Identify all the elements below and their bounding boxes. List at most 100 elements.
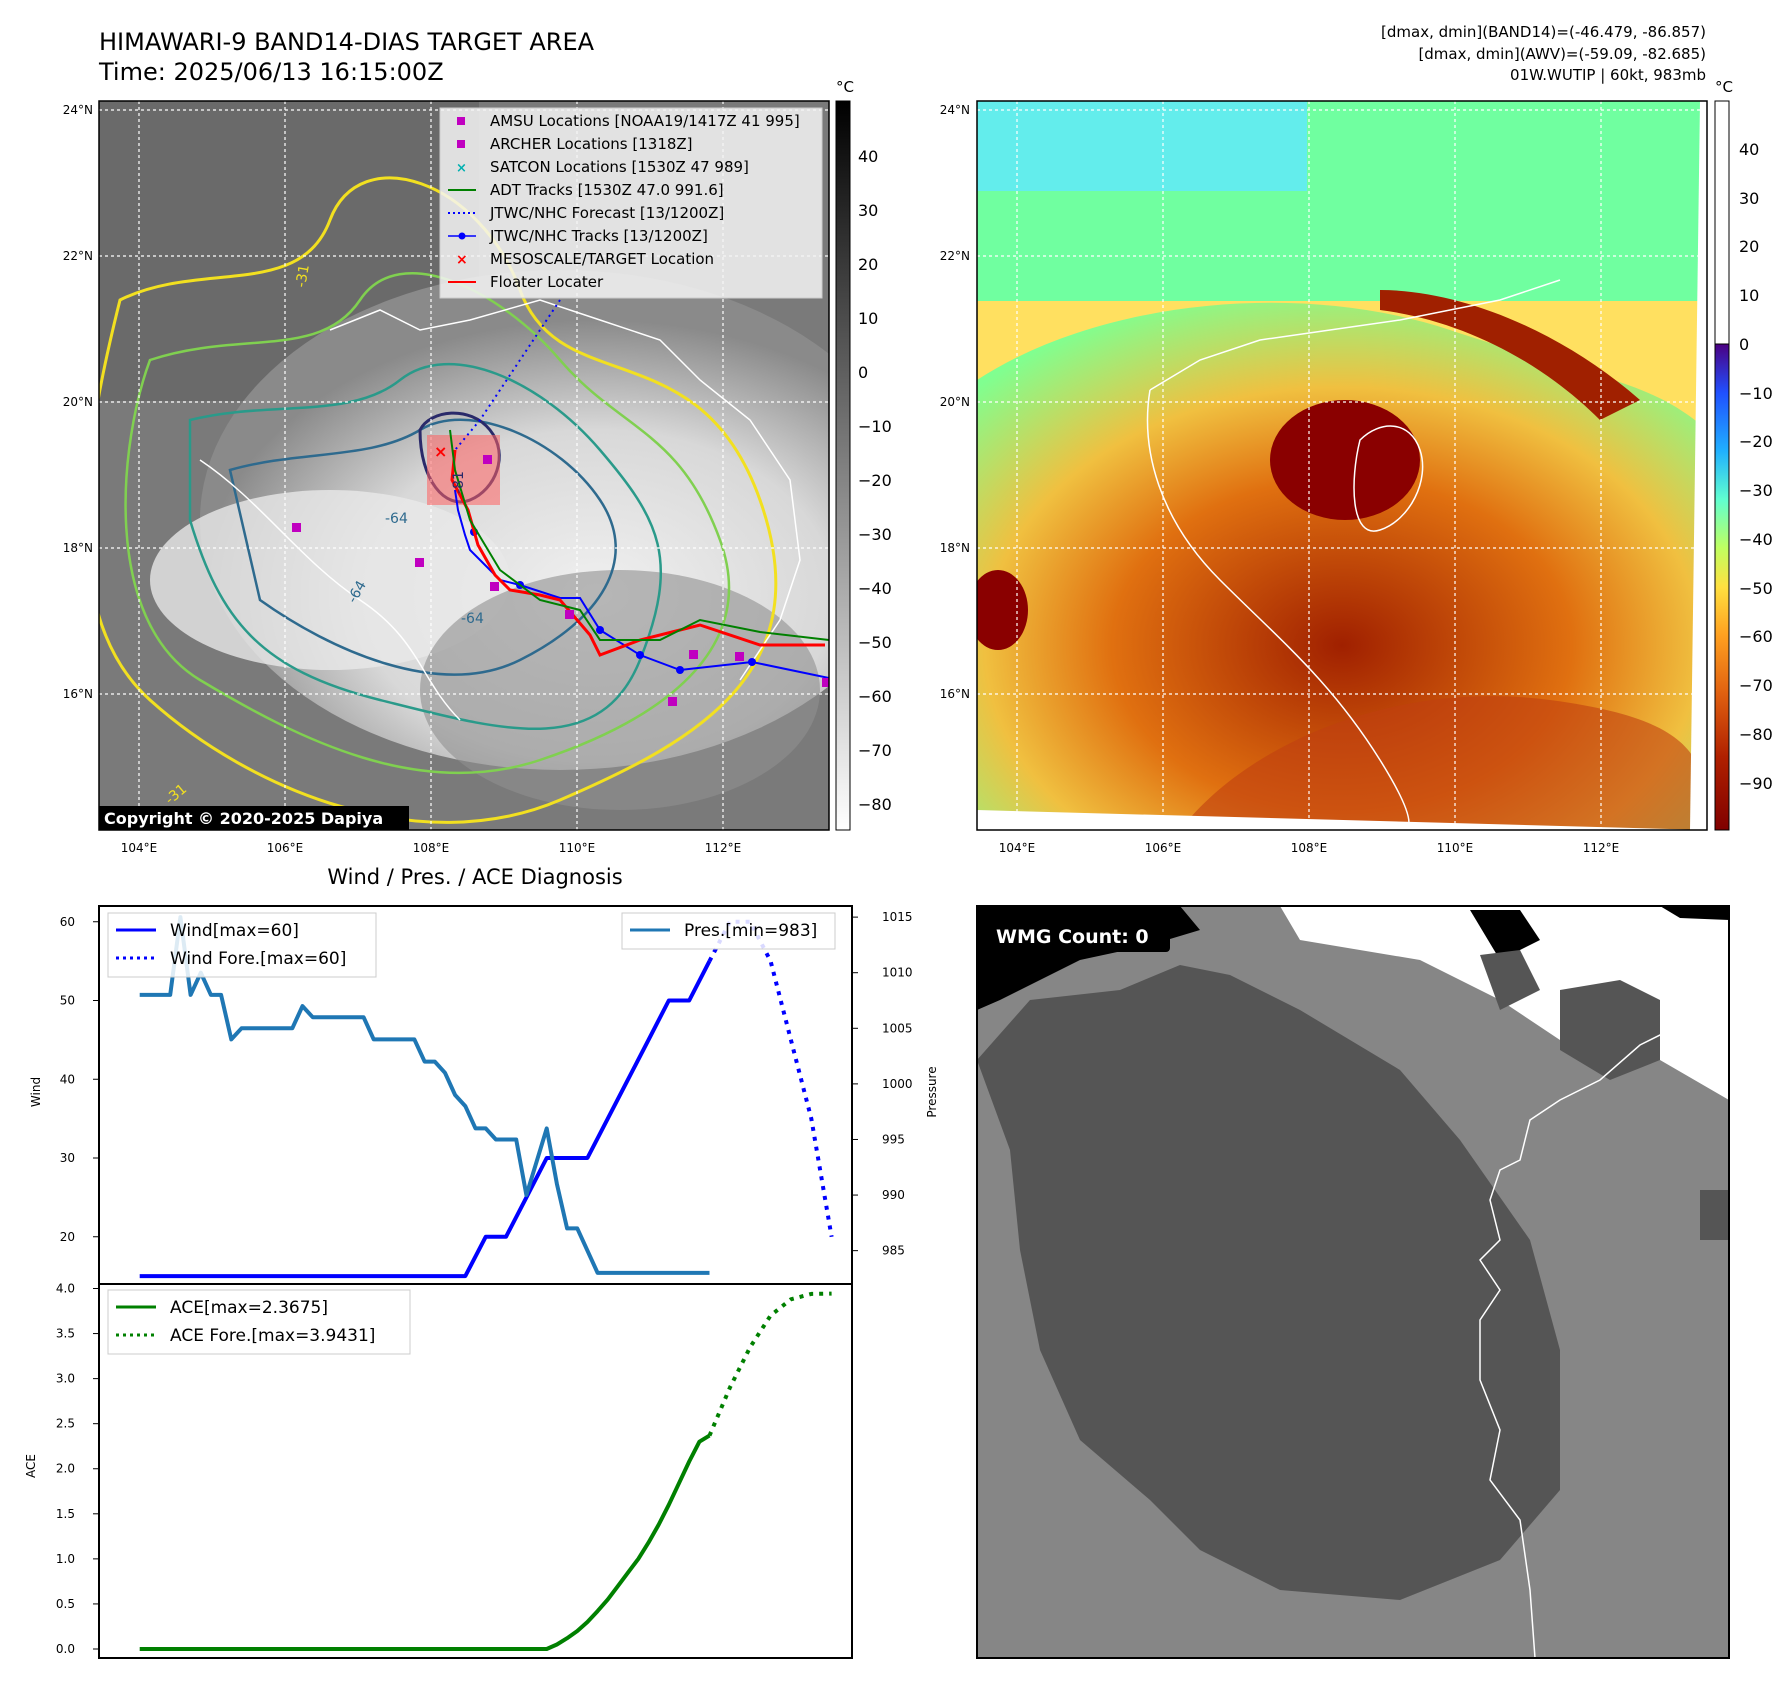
wind-legend: Wind[max=60] Wind Fore.[max=60]: [107, 912, 377, 978]
ace-tick-label: 3.5: [56, 1327, 75, 1341]
awv-lat-ticks: 24°N 22°N 20°N 18°N 16°N: [940, 103, 970, 701]
jtwc-forecast-track: [454, 299, 561, 451]
svg-text:40: 40: [1739, 140, 1759, 159]
svg-text:110°E: 110°E: [1437, 841, 1474, 855]
svg-text:20°N: 20°N: [940, 395, 970, 409]
pressure-tick-label: 985: [882, 1244, 905, 1258]
svg-text:−40: −40: [1739, 530, 1773, 549]
svg-text:×: ×: [456, 161, 467, 176]
legend-ace: ACE[max=2.3675]: [170, 1298, 328, 1318]
pressure-axis-label: Pressure: [925, 1066, 939, 1117]
svg-text:−70: −70: [858, 741, 892, 760]
svg-text:−40: −40: [858, 579, 892, 598]
pressure-tick-label: 990: [882, 1188, 905, 1202]
legend-satcon: SATCON Locations [1530Z 47 989]: [490, 158, 749, 176]
diagnosis-title: Wind / Pres. / ACE Diagnosis: [327, 865, 622, 889]
legend-archer: ARCHER Locations [1318Z]: [490, 135, 693, 153]
legend-jtwc-tracks: JTWC/NHC Tracks [13/1200Z]: [489, 227, 708, 245]
legend-ace-fore: ACE Fore.[max=3.9431]: [170, 1326, 375, 1346]
svg-text:108°E: 108°E: [1291, 841, 1328, 855]
svg-text:−60: −60: [858, 687, 892, 706]
ace-plot-frame: [98, 1283, 853, 1659]
svg-text:22°N: 22°N: [940, 249, 970, 263]
wind-tick-label: 30: [60, 1151, 75, 1165]
pressure-legend: Pres.[min=983]: [621, 912, 836, 950]
svg-text:40: 40: [858, 147, 878, 166]
series-line-wind-forecast: [707, 919, 834, 1238]
wind-tick-label: 40: [60, 1072, 75, 1086]
svg-text:104°E: 104°E: [999, 841, 1036, 855]
legend-amsu: AMSU Locations [NOAA19/1417Z 41 995]: [490, 112, 800, 130]
svg-text:106°E: 106°E: [267, 841, 304, 855]
band14-range-text: [dmax, dmin](BAND14)=(-46.479, -86.857): [1381, 23, 1706, 41]
storm-info-text: 01W.WUTIP | 60kt, 983mb: [1510, 66, 1706, 84]
contour-label: -64: [461, 611, 484, 627]
svg-text:−10: −10: [858, 417, 892, 436]
pressure-tick-label: 1005: [882, 1021, 913, 1035]
svg-text:−30: −30: [858, 525, 892, 544]
svg-text:−20: −20: [858, 471, 892, 490]
svg-text:16°N: 16°N: [63, 687, 93, 701]
series-line-ace: [139, 1433, 711, 1651]
svg-text:−10: −10: [1739, 384, 1773, 403]
wmg-panel: [977, 906, 1729, 1658]
adt-track: [449, 429, 829, 641]
figure-title: HIMAWARI-9 BAND14-DIAS TARGET AREA: [99, 28, 595, 56]
series-line-pressure: [139, 915, 710, 1275]
contour-label: -81: [451, 471, 467, 494]
ace-axis-label: ACE: [24, 1454, 38, 1478]
jtwc-track: [454, 489, 829, 679]
legend-wind-fore: Wind Fore.[max=60]: [170, 949, 346, 969]
svg-text:108°E: 108°E: [413, 841, 450, 855]
series-line-wind: [139, 960, 712, 1279]
svg-text:106°E: 106°E: [1145, 841, 1182, 855]
awv-range-text: [dmax, dmin](AWV)=(-59.09, -82.685): [1418, 45, 1706, 63]
wmg-count-label: WMG Count: 0: [996, 926, 1149, 948]
pressure-tick-label: 995: [882, 1132, 905, 1146]
svg-text:10: 10: [858, 309, 878, 328]
svg-text:18°N: 18°N: [940, 541, 970, 555]
svg-text:0: 0: [1739, 335, 1749, 354]
ace-tick-label: 1.5: [56, 1507, 75, 1521]
ace-tick-label: 3.0: [56, 1372, 75, 1386]
svg-text:104°E: 104°E: [121, 841, 158, 855]
band14-lat-ticks: 24°N 22°N 20°N 18°N 16°N: [63, 103, 93, 701]
svg-text:−30: −30: [1739, 481, 1773, 500]
pressure-tick-label: 1010: [882, 966, 913, 980]
legend-jtwc-forecast: JTWC/NHC Forecast [13/1200Z]: [489, 204, 724, 222]
svg-text:110°E: 110°E: [559, 841, 596, 855]
svg-text:−50: −50: [1739, 579, 1773, 598]
wind-tick-label: 50: [60, 994, 75, 1008]
svg-text:22°N: 22°N: [63, 249, 93, 263]
figure-time: Time: 2025/06/13 16:15:00Z: [98, 58, 444, 86]
legend-floater: Floater Locater: [490, 273, 604, 291]
svg-text:−80: −80: [1739, 725, 1773, 744]
svg-text:18°N: 18°N: [63, 541, 93, 555]
svg-text:×: ×: [434, 442, 447, 461]
svg-text:30: 30: [1739, 189, 1759, 208]
band14-colorbar-unit: °C: [836, 78, 854, 96]
svg-text:112°E: 112°E: [1583, 841, 1620, 855]
copyright-text: Copyright © 2020-2025 Dapiya: [104, 809, 383, 828]
pressure-tick-label: 1015: [882, 910, 913, 924]
svg-text:24°N: 24°N: [940, 103, 970, 117]
svg-text:−60: −60: [1739, 627, 1773, 646]
wind-tick-label: 60: [60, 915, 75, 929]
svg-text:112°E: 112°E: [705, 841, 742, 855]
band14-colorbar: °C 40 30 20 10 0 −10 −20 −30 −40 −50 −60…: [835, 78, 892, 831]
ace-legend: ACE[max=2.3675] ACE Fore.[max=3.9431]: [107, 1289, 411, 1355]
svg-text:−80: −80: [858, 795, 892, 814]
svg-text:20°N: 20°N: [63, 395, 93, 409]
awv-colorbar: °C 40 30 20 10 0 −10 −20 −30 −40 −50 −60…: [1714, 78, 1773, 831]
ace-tick-label: 0.0: [56, 1642, 75, 1656]
band14-lon-ticks: 104°E 106°E 108°E 110°E 112°E: [121, 841, 742, 855]
svg-text:20: 20: [1739, 237, 1759, 256]
wind-tick-label: 20: [60, 1230, 75, 1244]
svg-text:−50: −50: [858, 633, 892, 652]
map-legend: × × AMSU Locations [NOAA19/1417Z 41 995]…: [439, 107, 823, 299]
ace-chart: 0.0 0.5 1.0 1.5 2.0 2.5 3.0 3.5 4.0: [56, 1282, 853, 1659]
svg-text:−20: −20: [1739, 432, 1773, 451]
svg-text:10: 10: [1739, 286, 1759, 305]
contour-label: -31: [293, 263, 313, 288]
svg-text:0: 0: [858, 363, 868, 382]
